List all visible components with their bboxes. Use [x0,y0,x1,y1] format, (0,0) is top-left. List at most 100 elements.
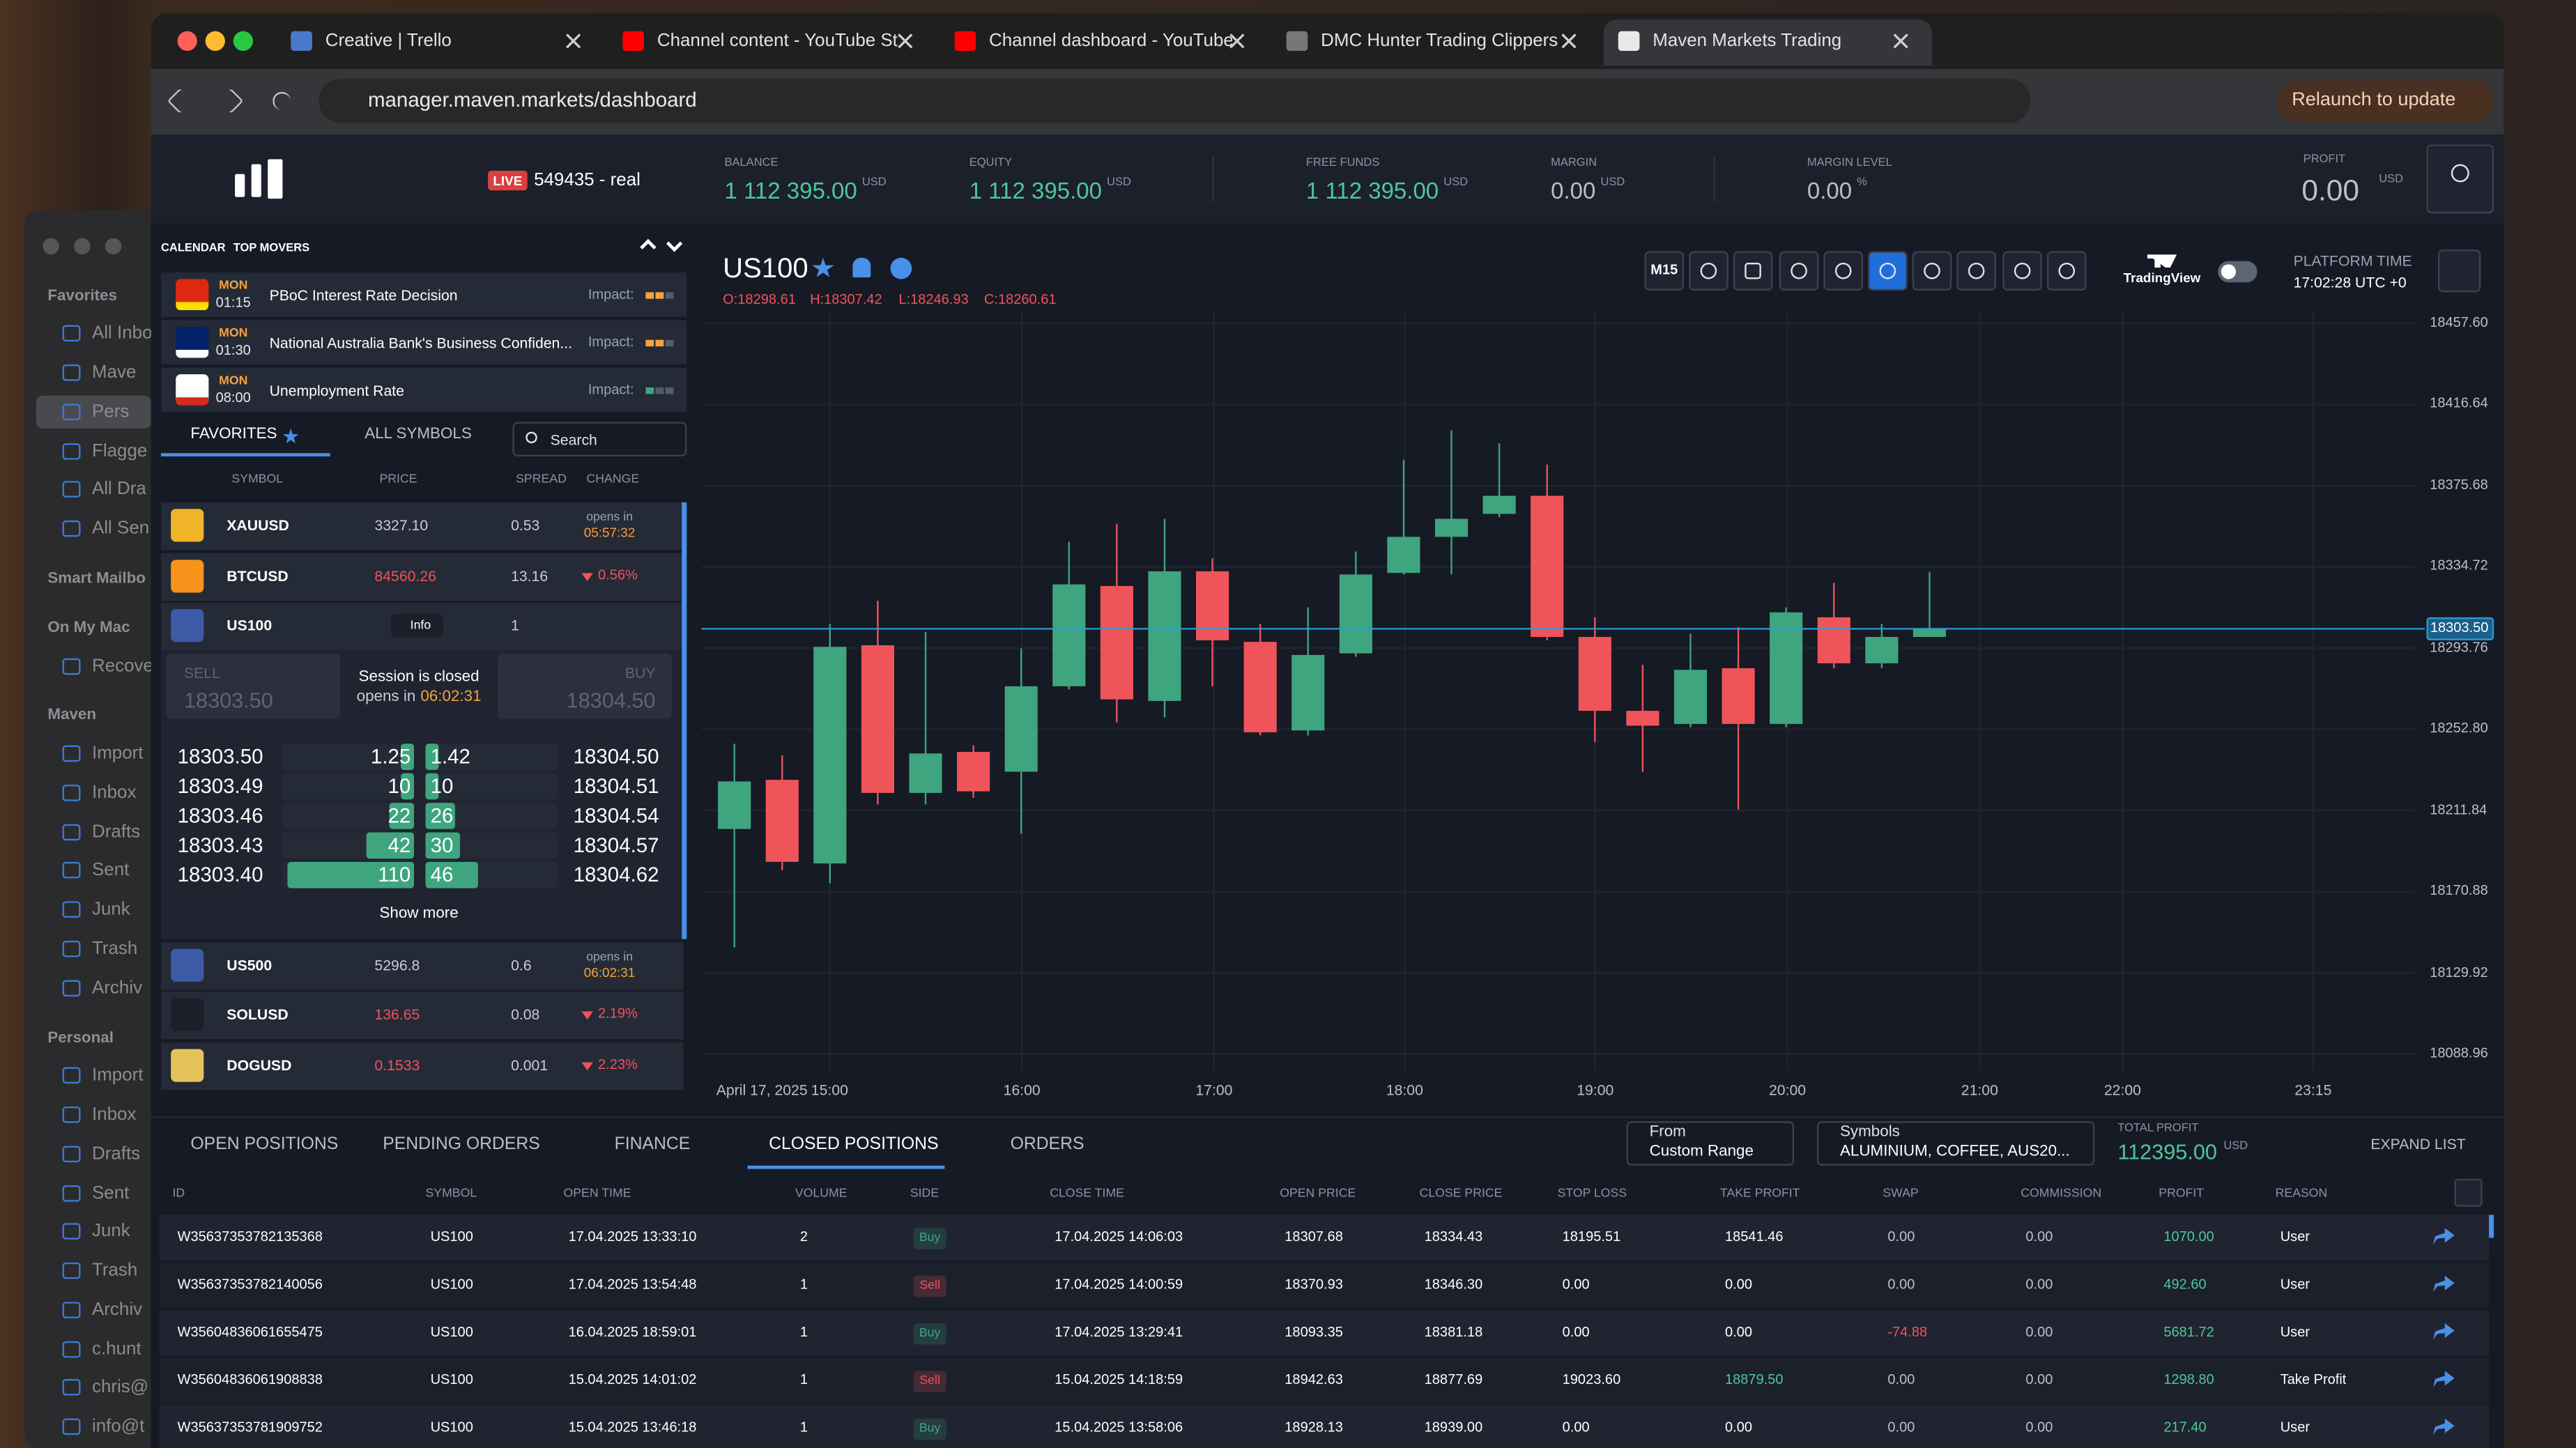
new-tab[interactable] [1945,31,1965,51]
ohlc-value: C:18260.61 [983,291,1057,307]
depth-buy-price: 18304.62 [573,863,659,886]
table-header[interactable]: OPEN TIME [563,1185,631,1200]
url[interactable]: manager.maven.markets/dashboard [367,88,697,112]
positions-tab[interactable]: ORDERS [1010,1134,1084,1155]
side-badge [913,1228,946,1249]
chart-tool[interactable] [1733,251,1774,291]
tab-title[interactable]: DMC Hunter Trading Clippers [1321,30,1558,51]
table-header[interactable]: SWAP [1883,1185,1919,1200]
reload-button[interactable] [273,91,291,110]
mail-section: Maven [47,707,97,725]
table-header[interactable]: SYMBOL [425,1185,477,1200]
sell-price[interactable]: 18303.50 [183,688,273,714]
table-header[interactable]: ID [172,1185,185,1200]
positions-tab[interactable]: FINANCE [614,1134,691,1155]
tab-title[interactable]: Channel content - YouTube St [657,30,898,51]
mail-icon [62,1223,81,1240]
symbol-name[interactable]: BTCUSD [227,567,289,585]
table-row[interactable] [159,1310,2490,1357]
tab-close[interactable] [897,33,914,49]
depth-bar [425,773,439,800]
info-icon[interactable] [890,257,912,279]
chart-tool[interactable] [1823,251,1863,291]
table-header[interactable]: TAKE PROFIT [1719,1185,1800,1200]
x-tick-label: 22:00 [2103,1081,2141,1098]
symbols-tab[interactable]: FAVORITES [190,426,277,445]
tab-title[interactable]: Creative | Trello [325,30,452,51]
symbol-name[interactable]: US500 [227,957,273,973]
table-header[interactable]: SIDE [910,1185,940,1200]
window-control[interactable] [177,31,197,52]
table-row[interactable] [159,1215,2490,1261]
side-label: Sell [919,1277,940,1293]
from-filter[interactable] [1626,1121,1794,1166]
info-label[interactable]: Info [410,617,431,632]
stat-number: 0.00 [1807,177,1853,204]
chart-tool[interactable] [1868,251,1908,291]
symbol-row[interactable] [160,553,684,601]
expand-list[interactable]: EXPAND LIST [2370,1135,2466,1153]
symbol-row[interactable] [160,1042,684,1091]
sell-label[interactable]: SELL [183,664,220,681]
timeframe[interactable]: M15 [1650,261,1678,278]
table-cell: 1 [799,1418,808,1435]
symbol-name[interactable]: SOLUSD [227,1006,289,1023]
positions-tab[interactable]: CLOSED POSITIONS [769,1134,939,1155]
buy-button[interactable] [498,653,673,719]
table-header[interactable]: CLOSE TIME [1050,1185,1124,1200]
table-header[interactable]: CLOSE PRICE [1419,1185,1503,1200]
table-header[interactable]: VOLUME [795,1185,848,1200]
fullscreen-button[interactable] [2437,249,2481,293]
table-header[interactable]: STOP LOSS [1557,1185,1627,1200]
symbol-row[interactable] [160,502,684,550]
browser-tab[interactable] [1603,20,1932,66]
search-icon [526,431,537,444]
table-row[interactable] [159,1262,2490,1309]
symbol-row[interactable] [160,942,684,990]
buy-price[interactable]: 18304.50 [566,688,656,714]
tab-close[interactable] [1561,33,1577,49]
table-header[interactable]: COMMISSION [2021,1185,2102,1200]
table-header[interactable]: PROFIT [2159,1185,2205,1200]
tab-close[interactable] [565,33,582,49]
buy-label[interactable]: BUY [624,664,656,681]
symbol-name[interactable]: US100 [227,617,273,633]
chart-tool[interactable] [1644,251,1685,291]
download-button[interactable] [2454,1178,2483,1207]
table-cell: 18541.46 [1724,1228,1784,1245]
symbol-name[interactable]: XAUUSD [227,516,289,534]
tab-title[interactable]: Channel dashboard - YouTube [988,30,1232,51]
positions-tab[interactable]: OPEN POSITIONS [190,1134,339,1155]
alert-bell[interactable] [852,257,871,278]
search-placeholder[interactable]: Search [550,431,597,448]
search-box[interactable] [512,422,687,456]
sell-button[interactable] [166,653,340,719]
relaunch-text[interactable]: Relaunch to update [2292,90,2456,110]
logo-bar [251,164,261,197]
table-header[interactable]: REASON [2275,1185,2328,1200]
window-control[interactable] [205,31,225,52]
depth-sell-volume: 10 [388,774,411,798]
table-row[interactable] [159,1405,2490,1448]
flag [176,326,209,358]
tab-close[interactable] [1229,33,1245,49]
table-cell: 0.00 [1562,1275,1590,1293]
symbol-row[interactable] [160,992,684,1040]
show-more[interactable]: Show more [379,905,459,924]
table-header[interactable]: OPEN PRICE [1280,1185,1356,1200]
relaunch-button[interactable] [2276,80,2494,122]
calendar-tab[interactable]: TOP MOVERS [233,242,310,255]
positions-tab[interactable]: PENDING ORDERS [383,1134,540,1155]
symbols-tab[interactable]: ALL SYMBOLS [365,426,472,445]
symbol-name[interactable]: DOGUSD [227,1056,292,1074]
url-bar[interactable] [319,79,2031,123]
symbols-filter[interactable] [1816,1121,2095,1166]
calendar-tab[interactable]: CALENDAR [160,242,226,255]
window-control[interactable] [233,31,253,52]
mail-item: Recove [91,656,153,676]
tab-title[interactable]: Maven Markets Trading [1653,30,1842,51]
account[interactable]: 549435 - real [534,170,641,190]
tab-close[interactable] [1892,33,1909,49]
table-cell: W35604836061655475 [177,1323,323,1340]
table-row[interactable] [159,1357,2490,1404]
